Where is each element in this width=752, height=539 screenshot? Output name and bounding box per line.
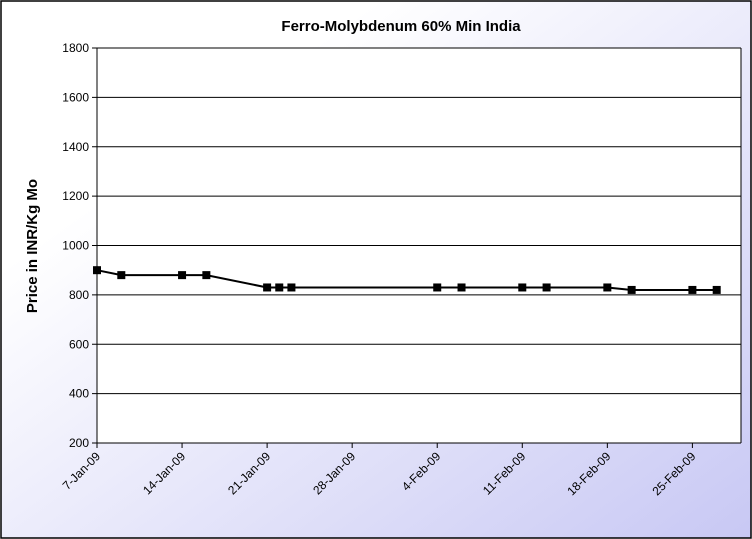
marker: [542, 283, 551, 292]
marker: [603, 283, 612, 292]
marker: [712, 285, 721, 294]
y-tick-label: 1200: [62, 189, 89, 203]
marker: [93, 266, 101, 275]
marker: [263, 283, 272, 292]
marker: [117, 271, 126, 280]
marker: [518, 283, 527, 292]
marker: [627, 285, 636, 294]
chart-title: Ferro-Molybdenum 60% Min India: [281, 18, 521, 35]
y-tick-label: 400: [69, 387, 89, 401]
marker: [287, 283, 296, 292]
y-tick-label: 800: [69, 288, 89, 302]
marker: [688, 285, 697, 294]
y-tick-label: 1600: [62, 90, 89, 104]
marker: [457, 283, 466, 292]
y-axis-label: Price in INR/Kg Mo: [24, 179, 41, 313]
y-tick-label: 200: [69, 436, 89, 450]
marker: [178, 271, 187, 280]
marker: [433, 283, 442, 292]
y-tick-label: 1000: [62, 239, 89, 253]
y-tick-label: 1800: [62, 41, 89, 55]
marker: [275, 283, 284, 292]
marker: [202, 271, 211, 280]
y-tick-label: 1400: [62, 140, 89, 154]
y-tick-label: 600: [69, 337, 89, 351]
